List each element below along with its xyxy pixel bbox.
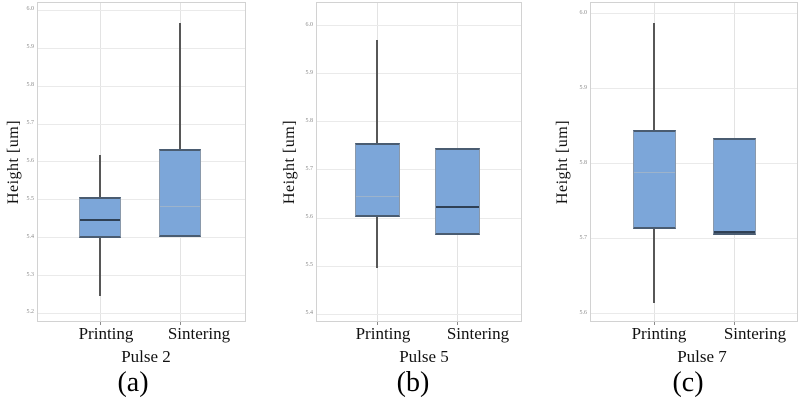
box-sintering bbox=[434, 147, 480, 235]
box-printing bbox=[354, 142, 400, 218]
gridline-horizontal bbox=[317, 265, 521, 267]
x-tick-mark bbox=[654, 322, 655, 325]
gridline-horizontal bbox=[38, 123, 245, 125]
whisker-lower bbox=[376, 217, 378, 268]
y-tick-label: 5.2 bbox=[26, 309, 35, 316]
y-tick-label: 5.7 bbox=[305, 165, 314, 172]
category-label: Sintering bbox=[446, 324, 510, 343]
x-tick-mark bbox=[100, 322, 101, 325]
y-tick-label: 5.6 bbox=[579, 309, 588, 316]
y-axis-label: Height [um] bbox=[554, 119, 571, 205]
y-tick-label: 5.8 bbox=[305, 117, 314, 124]
panel-caption: (a) bbox=[117, 367, 149, 398]
y-tick-label: 5.4 bbox=[26, 233, 35, 240]
category-label: Sintering bbox=[723, 324, 787, 343]
category-label: Printing bbox=[355, 324, 411, 343]
y-tick-label: 5.5 bbox=[305, 262, 314, 269]
box-printing bbox=[632, 130, 676, 230]
gridline-horizontal bbox=[317, 169, 521, 171]
x-tick-mark bbox=[734, 322, 735, 325]
y-tick-label: 5.4 bbox=[305, 310, 314, 317]
gridline-horizontal bbox=[38, 275, 245, 277]
gridline-horizontal bbox=[591, 313, 797, 314]
whisker-upper bbox=[376, 40, 378, 143]
y-tick-label: 5.7 bbox=[26, 120, 35, 127]
y-tick-label: 6.0 bbox=[305, 21, 314, 28]
gridline-horizontal bbox=[38, 85, 245, 87]
box-sintering bbox=[712, 138, 756, 236]
whisker-upper bbox=[653, 22, 655, 131]
gridline-horizontal bbox=[591, 88, 797, 90]
gridline-horizontal bbox=[317, 25, 521, 27]
plot-area bbox=[590, 2, 798, 322]
gridline-horizontal bbox=[38, 47, 245, 49]
gridline-horizontal bbox=[38, 312, 245, 314]
gridline-horizontal bbox=[591, 13, 797, 15]
y-tick-label: 5.6 bbox=[305, 214, 314, 221]
median-line bbox=[713, 231, 755, 234]
x-tick-mark bbox=[377, 322, 378, 325]
plot-area bbox=[316, 2, 522, 322]
gridline-horizontal bbox=[591, 238, 797, 240]
pulse-label: Pulse 7 bbox=[677, 347, 727, 366]
gridline-horizontal bbox=[317, 73, 521, 75]
y-tick-label: 5.9 bbox=[579, 84, 588, 91]
gridline-horizontal bbox=[38, 161, 245, 163]
box-printing bbox=[79, 197, 121, 238]
median-line bbox=[80, 218, 120, 221]
gridline-horizontal bbox=[38, 237, 245, 239]
median-line bbox=[435, 205, 479, 208]
panel-caption: (b) bbox=[396, 367, 430, 398]
gridline-horizontal bbox=[591, 163, 797, 165]
y-tick-label: 5.5 bbox=[26, 195, 35, 202]
panel-caption: (c) bbox=[672, 367, 704, 398]
gridline-horizontal bbox=[38, 199, 245, 201]
median-line bbox=[160, 206, 200, 208]
x-tick-mark bbox=[457, 322, 458, 325]
y-tick-label: 5.8 bbox=[26, 82, 35, 89]
y-axis-label: Height [um] bbox=[5, 119, 22, 205]
whisker-lower bbox=[99, 237, 101, 296]
gridline-horizontal bbox=[317, 121, 521, 123]
pulse-label: Pulse 2 bbox=[121, 347, 171, 366]
median-line bbox=[355, 196, 399, 198]
y-axis-label: Height [um] bbox=[281, 119, 298, 205]
whisker-lower bbox=[653, 229, 655, 304]
y-tick-label: 5.6 bbox=[26, 157, 35, 164]
median-line bbox=[633, 172, 675, 174]
y-tick-label: 5.8 bbox=[579, 159, 588, 166]
y-tick-label: 5.9 bbox=[305, 69, 314, 76]
y-tick-label: 5.9 bbox=[26, 44, 35, 51]
gridline-horizontal bbox=[317, 217, 521, 219]
y-tick-label: 5.7 bbox=[579, 234, 588, 241]
whisker-upper bbox=[99, 154, 101, 198]
gridline-horizontal bbox=[38, 9, 245, 11]
whisker-upper bbox=[179, 22, 181, 149]
category-label: Printing bbox=[78, 324, 134, 343]
y-tick-label: 6.0 bbox=[579, 9, 588, 16]
category-label: Printing bbox=[631, 324, 687, 343]
y-tick-label: 6.0 bbox=[26, 6, 35, 13]
pulse-label: Pulse 5 bbox=[399, 347, 449, 366]
gridline-horizontal bbox=[317, 313, 521, 315]
x-tick-mark bbox=[180, 322, 181, 325]
box-sintering bbox=[159, 148, 201, 237]
category-label: Sintering bbox=[167, 324, 231, 343]
y-tick-label: 5.3 bbox=[26, 271, 35, 278]
